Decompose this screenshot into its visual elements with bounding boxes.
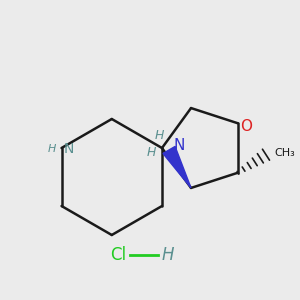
Text: H: H xyxy=(154,129,164,142)
Text: Cl: Cl xyxy=(110,246,126,264)
Text: N: N xyxy=(173,138,184,153)
Text: N: N xyxy=(64,142,74,156)
Text: H: H xyxy=(48,144,56,154)
Text: H: H xyxy=(146,146,156,159)
Text: H: H xyxy=(162,246,174,264)
Text: O: O xyxy=(240,119,252,134)
Text: CH₃: CH₃ xyxy=(274,148,295,158)
Polygon shape xyxy=(163,146,191,188)
